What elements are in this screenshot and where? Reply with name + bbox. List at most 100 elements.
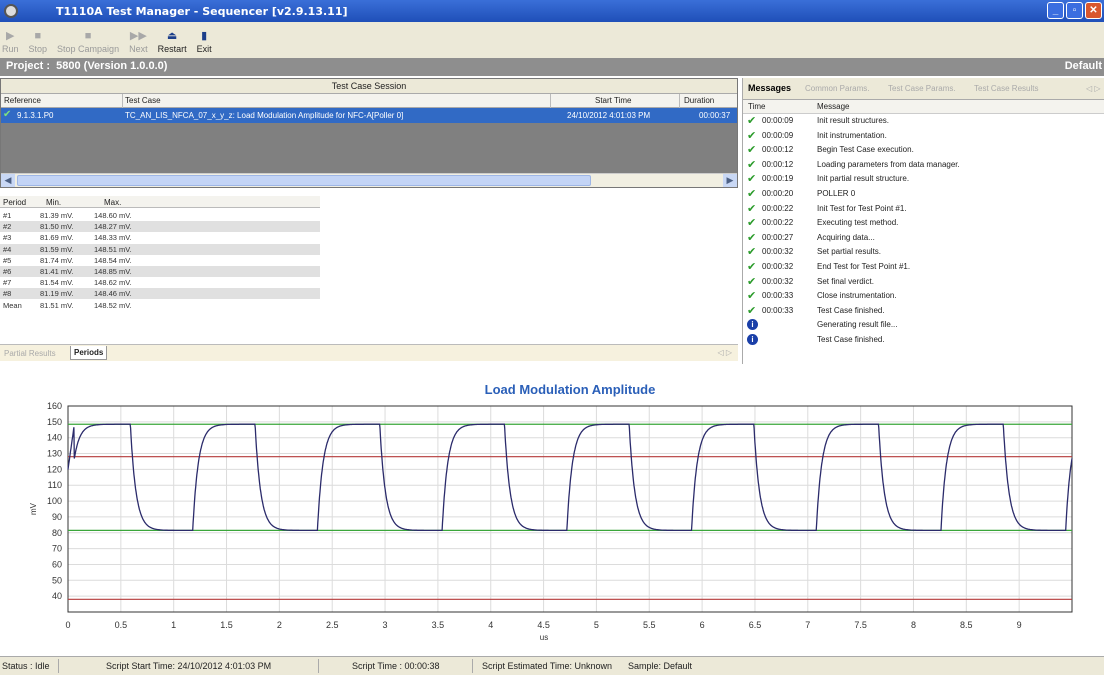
x-tick-label: 4.5 <box>537 620 550 630</box>
toolbar-label: Exit <box>196 44 212 54</box>
tab-partial-results[interactable]: Partial Results <box>4 349 56 358</box>
tab-test-case-params[interactable]: Test Case Params. <box>888 84 956 93</box>
period-row[interactable]: #3 81.69 mV. 148.33 mV. <box>0 232 320 243</box>
run-button[interactable]: ▶ Run <box>2 29 19 54</box>
message-row[interactable]: ✔ 00:00:09 Init instrumentation. <box>743 129 1104 144</box>
message-row[interactable]: i Generating result file... <box>743 318 1104 333</box>
y-tick-label: 160 <box>47 401 62 411</box>
message-row[interactable]: ✔ 00:00:32 Set partial results. <box>743 245 1104 260</box>
message-text: POLLER 0 <box>817 188 856 198</box>
x-tick-label: 7.5 <box>854 620 867 630</box>
y-tick-label: 80 <box>52 528 62 538</box>
period-row[interactable]: #8 81.19 mV. 148.46 mV. <box>0 288 320 300</box>
toolbar-label: Stop Campaign <box>57 44 120 54</box>
message-text: Init instrumentation. <box>817 130 887 140</box>
message-row[interactable]: ✔ 00:00:19 Init partial result structure. <box>743 172 1104 187</box>
tab-common-params[interactable]: Common Params. <box>805 84 870 93</box>
col-duration[interactable]: Duration <box>684 96 715 105</box>
next-button[interactable]: ▶▶ Next <box>129 29 148 54</box>
tab-messages[interactable]: Messages <box>748 83 792 93</box>
check-icon: ✔ <box>747 115 757 127</box>
minimize-button[interactable]: _ <box>1047 2 1064 19</box>
period-row[interactable]: #1 81.39 mV. 148.60 mV. <box>0 210 320 221</box>
message-row[interactable]: ✔ 00:00:32 End Test for Test Point #1. <box>743 260 1104 275</box>
toolbar-label: Stop <box>28 44 48 54</box>
message-text: End Test for Test Point #1. <box>817 261 911 271</box>
y-tick-label: 130 <box>47 449 62 459</box>
message-text: Loading parameters from data manager. <box>817 159 960 169</box>
tab-nav-arrows[interactable]: ◁ ▷ <box>1086 84 1101 93</box>
message-text: Init Test for Test Point #1. <box>817 203 907 213</box>
tab-test-case-results[interactable]: Test Case Results <box>974 84 1039 93</box>
scroll-left-icon[interactable]: ◀ <box>1 174 15 187</box>
col-max[interactable]: Max. <box>104 198 122 207</box>
message-row[interactable]: ✔ 00:00:22 Executing test method. <box>743 216 1104 231</box>
x-tick-label: 9 <box>1017 620 1022 630</box>
period-row[interactable]: #2 81.50 mV. 148.27 mV. <box>0 221 320 233</box>
col-reference[interactable]: Reference <box>4 96 41 105</box>
col-test-case[interactable]: Test Case <box>125 96 161 105</box>
tab-nav-arrows[interactable]: ◁ ▷ <box>717 348 732 357</box>
horizontal-scrollbar[interactable]: ◀ ▶ <box>1 173 737 187</box>
check-icon: ✔ <box>747 275 757 288</box>
period-row[interactable]: #6 81.41 mV. 148.85 mV. <box>0 266 320 277</box>
period-max: 148.85 mV. <box>94 267 132 276</box>
x-tick-label: 1.5 <box>220 620 233 630</box>
period-row[interactable]: #5 81.74 mV. 148.54 mV. <box>0 255 320 266</box>
col-period[interactable]: Period <box>3 198 27 207</box>
col-min[interactable]: Min. <box>46 198 62 207</box>
period-row[interactable]: Mean 81.51 mV. 148.52 mV. <box>0 300 320 311</box>
scroll-right-icon[interactable]: ▶ <box>723 174 737 187</box>
col-time[interactable]: Time <box>748 102 766 111</box>
tab-periods[interactable]: Periods <box>70 346 108 360</box>
y-tick-label: 150 <box>47 417 62 427</box>
message-row[interactable]: ✔ 00:00:12 Begin Test Case execution. <box>743 143 1104 158</box>
message-time: 00:00:09 <box>762 116 794 125</box>
message-row[interactable]: ✔ 00:00:33 Test Case finished. <box>743 304 1104 319</box>
exit-button[interactable]: ▮ Exit <box>197 29 212 54</box>
message-row[interactable]: ✔ 00:00:33 Close instrumentation. <box>743 289 1104 304</box>
periods-header: Period Min. Max. <box>0 196 320 208</box>
message-row[interactable]: ✔ 00:00:20 POLLER 0 <box>743 187 1104 202</box>
window-title: T1110A Test Manager - Sequencer [v2.9.13… <box>56 4 348 18</box>
message-row[interactable]: ✔ 00:00:22 Init Test for Test Point #1. <box>743 202 1104 217</box>
stop-campaign-button[interactable]: ■ Stop Campaign <box>57 29 119 54</box>
col-start-time[interactable]: Start Time <box>595 96 632 105</box>
scroll-thumb[interactable] <box>17 175 591 186</box>
x-tick-label: 5 <box>594 620 599 630</box>
row-reference: 9.1.3.1.P0 <box>17 111 54 120</box>
message-time: 00:00:12 <box>762 145 794 155</box>
x-tick-label: 0.5 <box>115 620 128 630</box>
message-row[interactable]: ✔ 00:00:12 Loading parameters from data ma… <box>743 158 1104 173</box>
message-row[interactable]: ✔ 00:00:27 Acquiring data... <box>743 231 1104 246</box>
maximize-button[interactable]: ▫ <box>1066 2 1083 19</box>
check-icon: ✔ <box>747 173 757 186</box>
period-max: 148.52 mV. <box>94 300 132 310</box>
period-max: 148.46 mV. <box>94 289 132 299</box>
y-tick-label: 70 <box>52 544 62 554</box>
message-time: 00:00:22 <box>762 203 794 213</box>
stop-button[interactable]: ■ Stop <box>29 29 48 54</box>
x-tick-label: 2.5 <box>326 620 339 630</box>
messages-panel: Messages Common Params. Test Case Params… <box>742 78 1104 364</box>
close-button[interactable]: ✕ <box>1085 2 1102 19</box>
restart-button[interactable]: ⏏ Restart <box>158 29 187 54</box>
session-row[interactable]: ✔ 9.1.3.1.P0 TC_AN_LIS_NFCA_07_x_y_z: Lo… <box>1 108 737 123</box>
row-duration: 00:00:37 <box>699 111 731 120</box>
message-row[interactable]: ✔ 00:00:09 Init result structures. <box>743 114 1104 129</box>
message-row[interactable]: i Test Case finished. <box>743 333 1104 348</box>
message-text: Acquiring data... <box>817 232 875 242</box>
message-time: 00:00:27 <box>762 232 794 242</box>
results-tabs: Partial Results Periods ◁ ▷ <box>0 344 738 361</box>
message-row[interactable]: ✔ 00:00:32 Set final verdict. <box>743 275 1104 290</box>
check-icon: ✔ <box>747 144 757 157</box>
pass-check-icon: ✔ <box>3 109 12 120</box>
period-min: 81.69 mV. <box>40 233 74 243</box>
y-axis-label: mV <box>29 502 38 515</box>
x-tick-label: 6 <box>700 620 705 630</box>
period-min: 81.54 mV. <box>40 278 74 288</box>
col-message[interactable]: Message <box>817 102 850 111</box>
period-row[interactable]: #7 81.54 mV. 148.62 mV. <box>0 277 320 288</box>
period-row[interactable]: #4 81.59 mV. 148.51 mV. <box>0 243 320 255</box>
window-title-bar: T1110A Test Manager - Sequencer [v2.9.13… <box>0 0 1104 22</box>
